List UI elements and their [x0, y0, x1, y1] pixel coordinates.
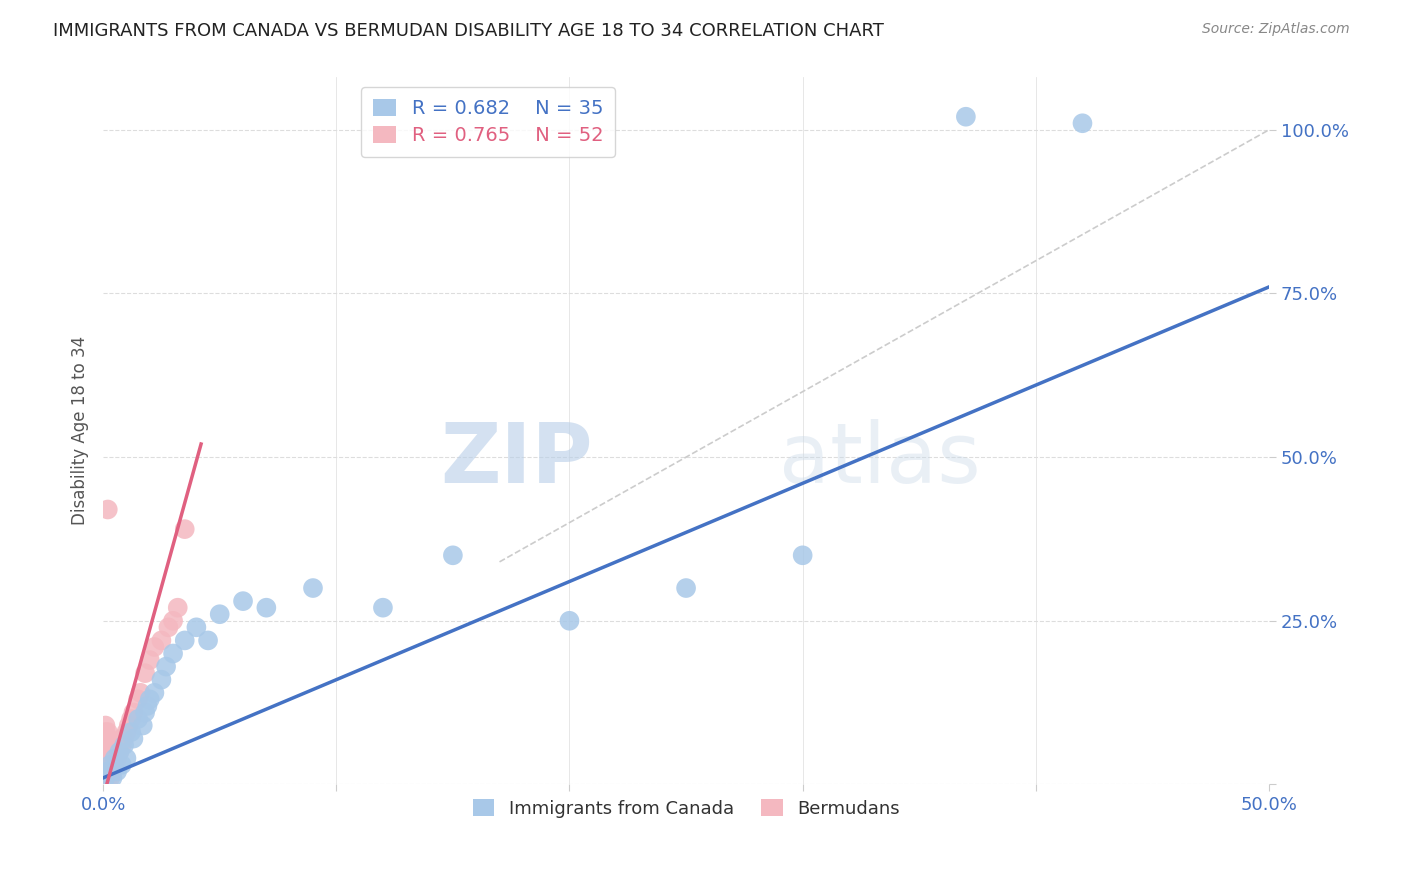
Point	[139, 692, 162, 706]
Point	[97, 731, 120, 746]
Point	[150, 673, 173, 687]
Point	[94, 738, 117, 752]
Point	[112, 738, 135, 752]
Text: ZIP: ZIP	[440, 418, 593, 500]
Point	[122, 731, 145, 746]
Point	[94, 745, 117, 759]
Point	[136, 698, 159, 713]
Point	[111, 731, 134, 746]
Point	[98, 751, 121, 765]
Point	[104, 751, 127, 765]
Point	[115, 751, 138, 765]
Point	[98, 757, 121, 772]
Point	[120, 712, 142, 726]
Point	[118, 718, 141, 732]
Point	[792, 549, 814, 563]
Point	[143, 686, 166, 700]
Point	[94, 725, 117, 739]
Point	[94, 764, 117, 779]
Point	[112, 731, 135, 746]
Point	[94, 751, 117, 765]
Point	[101, 764, 124, 779]
Point	[98, 745, 121, 759]
Point	[104, 745, 127, 759]
Point	[441, 549, 464, 563]
Point	[173, 522, 195, 536]
Point	[162, 647, 184, 661]
Point	[94, 718, 117, 732]
Point	[134, 706, 156, 720]
Point	[127, 692, 149, 706]
Point	[97, 764, 120, 779]
Point	[105, 751, 128, 765]
Point	[122, 706, 145, 720]
Point	[104, 751, 127, 765]
Text: Source: ZipAtlas.com: Source: ZipAtlas.com	[1202, 22, 1350, 37]
Point	[162, 614, 184, 628]
Point	[108, 745, 131, 759]
Point	[108, 738, 131, 752]
Point	[111, 738, 134, 752]
Point	[101, 745, 124, 759]
Point	[371, 600, 394, 615]
Point	[111, 757, 134, 772]
Point	[94, 731, 117, 746]
Point	[97, 757, 120, 772]
Point	[155, 659, 177, 673]
Point	[186, 620, 208, 634]
Point	[94, 757, 117, 772]
Point	[98, 771, 121, 785]
Point	[157, 620, 180, 634]
Point	[108, 745, 131, 759]
Point	[197, 633, 219, 648]
Point	[150, 633, 173, 648]
Point	[98, 738, 121, 752]
Point	[558, 614, 581, 628]
Point	[955, 110, 977, 124]
Point	[115, 725, 138, 739]
Point	[105, 764, 128, 779]
Point	[675, 581, 697, 595]
Point	[302, 581, 325, 595]
Point	[254, 600, 277, 615]
Point	[129, 686, 152, 700]
Point	[94, 771, 117, 785]
Point	[105, 745, 128, 759]
Point	[97, 745, 120, 759]
Y-axis label: Disability Age 18 to 34: Disability Age 18 to 34	[72, 336, 89, 525]
Point	[101, 771, 124, 785]
Point	[97, 502, 120, 516]
Text: IMMIGRANTS FROM CANADA VS BERMUDAN DISABILITY AGE 18 TO 34 CORRELATION CHART: IMMIGRANTS FROM CANADA VS BERMUDAN DISAB…	[53, 22, 884, 40]
Point	[98, 764, 121, 779]
Point	[127, 712, 149, 726]
Point	[94, 771, 117, 785]
Point	[97, 771, 120, 785]
Legend: Immigrants from Canada, Bermudans: Immigrants from Canada, Bermudans	[465, 792, 907, 825]
Point	[1071, 116, 1094, 130]
Point	[132, 718, 155, 732]
Point	[97, 764, 120, 779]
Point	[97, 751, 120, 765]
Point	[166, 600, 188, 615]
Point	[101, 751, 124, 765]
Point	[101, 757, 124, 772]
Point	[134, 666, 156, 681]
Point	[104, 757, 127, 772]
Point	[120, 725, 142, 739]
Point	[143, 640, 166, 654]
Point	[173, 633, 195, 648]
Point	[208, 607, 231, 622]
Point	[232, 594, 254, 608]
Point	[97, 738, 120, 752]
Point	[139, 653, 162, 667]
Text: atlas: atlas	[779, 418, 981, 500]
Point	[97, 725, 120, 739]
Point	[98, 757, 121, 772]
